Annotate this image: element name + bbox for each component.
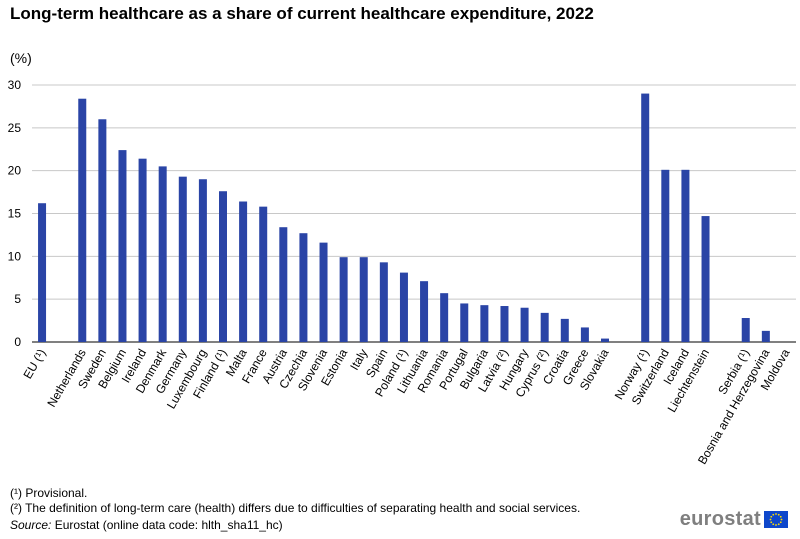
- bar: [299, 233, 308, 342]
- bar: [78, 98, 87, 342]
- bar: [198, 179, 207, 342]
- y-tick-label: 30: [8, 78, 22, 92]
- bar: [580, 327, 589, 342]
- y-tick-label: 0: [14, 335, 21, 349]
- bar: [500, 306, 509, 342]
- bar: [339, 257, 348, 342]
- bar: [601, 338, 609, 342]
- bar: [560, 318, 569, 342]
- bar: [158, 166, 167, 342]
- bar: [239, 201, 248, 342]
- bar: [741, 318, 750, 342]
- bar: [379, 262, 388, 342]
- bar: [279, 227, 288, 342]
- chart-title: Long-term healthcare as a share of curre…: [10, 4, 594, 23]
- bar: [761, 330, 770, 342]
- y-unit-label: (%): [10, 50, 32, 66]
- bar: [98, 119, 107, 343]
- x-tick-label: EU (¹): [21, 347, 49, 382]
- y-tick-label: 25: [8, 121, 22, 135]
- bar: [118, 150, 127, 342]
- bar: [420, 281, 429, 342]
- footnote-definition: (²) The definition of long-term care (he…: [10, 501, 581, 515]
- bar: [138, 158, 147, 342]
- source-line: Source: Eurostat (online data code: hlth…: [10, 518, 283, 532]
- bar: [701, 216, 710, 342]
- bar: [178, 176, 187, 342]
- bar: [219, 191, 227, 342]
- bar: [520, 307, 529, 342]
- bar: [540, 312, 549, 342]
- bar: [681, 169, 690, 342]
- bar: [399, 272, 408, 342]
- y-tick-label: 10: [8, 249, 22, 263]
- eurostat-logo: eurostat: [680, 508, 788, 531]
- bar: [259, 206, 268, 342]
- y-tick-label: 5: [14, 292, 21, 306]
- eu-flag-icon: [764, 511, 788, 528]
- bar: [38, 203, 47, 342]
- bar: [440, 293, 449, 342]
- footnote-provisional: (¹) Provisional.: [10, 486, 88, 500]
- bar: [641, 93, 650, 342]
- source-text: Eurostat (online data code: hlth_sha11_h…: [54, 518, 283, 532]
- source-label: Source:: [10, 518, 52, 532]
- y-tick-label: 15: [8, 207, 22, 221]
- eurostat-logo-text: eurostat: [679, 508, 761, 530]
- bar: [319, 242, 328, 342]
- bar: [480, 305, 489, 342]
- bar: [359, 257, 368, 342]
- y-tick-label: 20: [8, 164, 22, 178]
- bar: [661, 169, 670, 342]
- bar: [460, 303, 469, 342]
